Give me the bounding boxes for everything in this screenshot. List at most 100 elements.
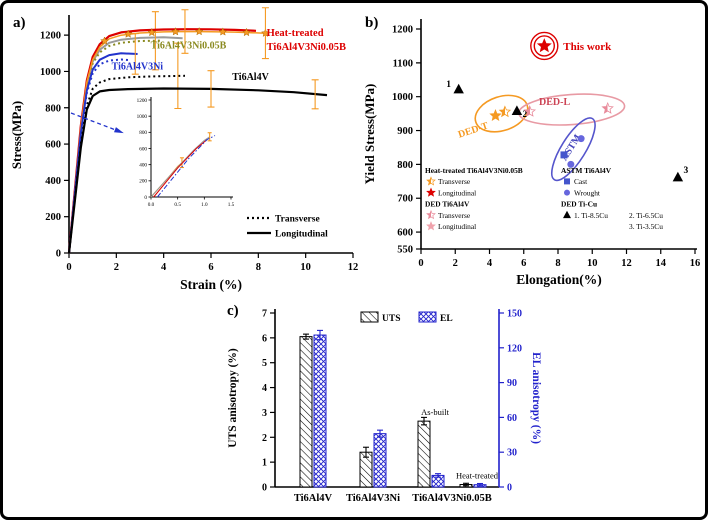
- b-legend-circle-icon: [564, 189, 570, 196]
- b-y-tick-label: 600: [397, 228, 413, 239]
- c-uts-bar-2: [417, 420, 431, 488]
- b-ellipse-label-ded-l: DED-L: [539, 97, 570, 108]
- c-category-label-ti6al4v3ni0-05b: Ti6Al4V3Ni0.05B: [412, 493, 491, 504]
- c-left-tick-label: 1: [262, 458, 267, 469]
- b-y-tick-label: 1100: [393, 58, 413, 69]
- a-annotation-ti6al4v3ni0-05b: Ti6Al4V3Ni0.05B: [151, 41, 227, 52]
- panel-b-label: b): [365, 15, 378, 31]
- b-y-tick-label: 1200: [392, 25, 413, 36]
- b-legend-item-label: 3. Ti-3.5Cu: [629, 222, 663, 231]
- a-star-marker: [242, 27, 251, 37]
- a-y-tick-label: 800: [45, 103, 61, 114]
- b-legend-item-label: 2. Ti-6.5Cu: [629, 211, 663, 220]
- b-triangle-marker: [511, 105, 523, 116]
- b-legend-header: Heat-treated Ti6Al4V3Ni0.05B: [425, 166, 523, 175]
- a-series-ti6al4v3ni0-05b-transverse: [68, 39, 162, 254]
- c-el-bar-0: [313, 334, 327, 488]
- c-left-tick-label: 7: [262, 309, 267, 320]
- a-x-tick-label: 10: [300, 262, 311, 273]
- a-legend-label: Longitudinal: [275, 230, 328, 240]
- c-left-tick-label: 0: [262, 483, 267, 494]
- a-x-axis-title: Strain (%): [180, 277, 242, 292]
- b-legend-item-label: 1. Ti-8.5Cu: [574, 211, 608, 220]
- b-x-axis-title: Elongation(%): [516, 272, 602, 287]
- b-circle-marker: [567, 160, 575, 168]
- b-y-axis-title: Yield Stress(MPa): [362, 84, 377, 185]
- b-ellipse-label-ded-t: DED-T: [457, 120, 490, 140]
- b-ellipse-astm: [550, 117, 596, 182]
- c-left-tick-label: 5: [262, 358, 267, 369]
- a-x-tick-label: 12: [348, 262, 359, 273]
- c-legend-uts-label: UTS: [382, 314, 400, 324]
- b-triangle-marker: [672, 171, 684, 182]
- c-legend-uts-swatch: [360, 311, 379, 323]
- c-uts-bar-0: [299, 336, 313, 488]
- a-y-tick-label: 1200: [40, 31, 61, 42]
- b-legend-star-icon: [426, 176, 436, 186]
- a-series-ti6al4v-transverse: [68, 74, 186, 254]
- b-legend-star-icon: [426, 209, 436, 220]
- a-x-tick-label: 6: [208, 262, 213, 273]
- a-x-tick-label: 4: [161, 262, 167, 273]
- a-inset-x-tick-label: 0.0: [148, 202, 155, 208]
- a-y-axis-title: Stress(MPa): [9, 101, 24, 169]
- a-zoom-arrow-head: [114, 127, 124, 134]
- a-star-marker: [171, 27, 180, 36]
- b-legend-star-icon: [426, 221, 436, 231]
- c-legend-el-swatch: [418, 311, 437, 323]
- b-star-marker: [523, 105, 537, 117]
- b-legend-item-label: Longitudinal: [438, 188, 476, 197]
- b-x-tick-label: 6: [521, 258, 526, 269]
- b-legend-item-label: Cast: [574, 177, 588, 186]
- a-inset-series: [153, 139, 208, 198]
- b-this-work-ring-outer: [530, 31, 559, 61]
- b-star-marker: [601, 101, 614, 114]
- c-legend-el-label: EL: [440, 314, 453, 324]
- a-inset-y-tick-label: 800: [139, 130, 147, 136]
- c-right-tick-label: 150: [507, 309, 522, 320]
- b-legend-header: ASTM Ti6Al4V: [561, 166, 612, 175]
- a-inset-x-tick-label: 1.5: [228, 202, 235, 208]
- c-el-bar-1: [373, 433, 387, 488]
- a-inset-y-tick-label: 0: [144, 195, 147, 201]
- a-inset-x-tick-label: 0.5: [174, 202, 181, 208]
- b-x-tick-label: 14: [656, 258, 667, 269]
- b-legend-item-label: Longitudinal: [438, 222, 476, 231]
- b-square-marker: [560, 151, 568, 159]
- c-right-tick-label: 30: [507, 448, 517, 459]
- b-triangle-marker: [453, 83, 464, 94]
- panel-a-stress-strain-chart: a) 0 200 400 600 800 1000 1200 0 2 4 6 8 10 12 Stress(M…: [9, 7, 359, 292]
- b-point-tag-2: 2: [523, 110, 528, 120]
- panel-a-label: a): [13, 15, 26, 31]
- b-legend-item-label: Wrought: [574, 188, 601, 197]
- b-this-work-label: This work: [563, 41, 612, 53]
- b-y-tick-label: 1000: [392, 92, 413, 103]
- b-x-tick-label: 10: [587, 258, 598, 269]
- a-inset-x-tick-label: 1.0: [201, 202, 208, 208]
- panel-c-label: c): [227, 303, 239, 319]
- a-inset-series: [150, 136, 210, 198]
- a-legend-label: Transverse: [275, 215, 320, 225]
- c-category-label-ti6al4v3ni: Ti6Al4V3Ni: [346, 493, 400, 504]
- b-circle-marker: [577, 135, 585, 143]
- a-series-ti6al4v-longitudinal: [67, 87, 328, 254]
- a-annotation-ti6al4v: Ti6Al4V: [232, 72, 269, 83]
- b-legend-item-label: Transverse: [438, 177, 471, 186]
- a-inset-y-tick-label: 1000: [137, 114, 148, 120]
- b-point-tag-3: 3: [684, 166, 689, 176]
- b-legend-triangle-icon: [563, 210, 571, 219]
- a-y-tick-label: 400: [45, 176, 61, 187]
- a-inset-y-tick-label: 200: [139, 179, 147, 185]
- c-right-tick-label: 90: [507, 378, 517, 389]
- c-annotation-heat-treated: Heat-treated: [456, 471, 499, 481]
- b-legend-header: DED Ti-Cu: [561, 200, 597, 209]
- a-y-tick-label: 0: [56, 249, 61, 260]
- a-annotation-ti6al4v3ni: Ti6Al4V3Ni: [112, 61, 164, 72]
- a-x-tick-label: 2: [114, 262, 119, 273]
- b-x-tick-label: 16: [690, 258, 701, 269]
- a-y-tick-label: 200: [45, 212, 61, 223]
- c-right-tick-label: 60: [507, 413, 517, 424]
- a-inset-y-tick-label: 600: [139, 146, 147, 152]
